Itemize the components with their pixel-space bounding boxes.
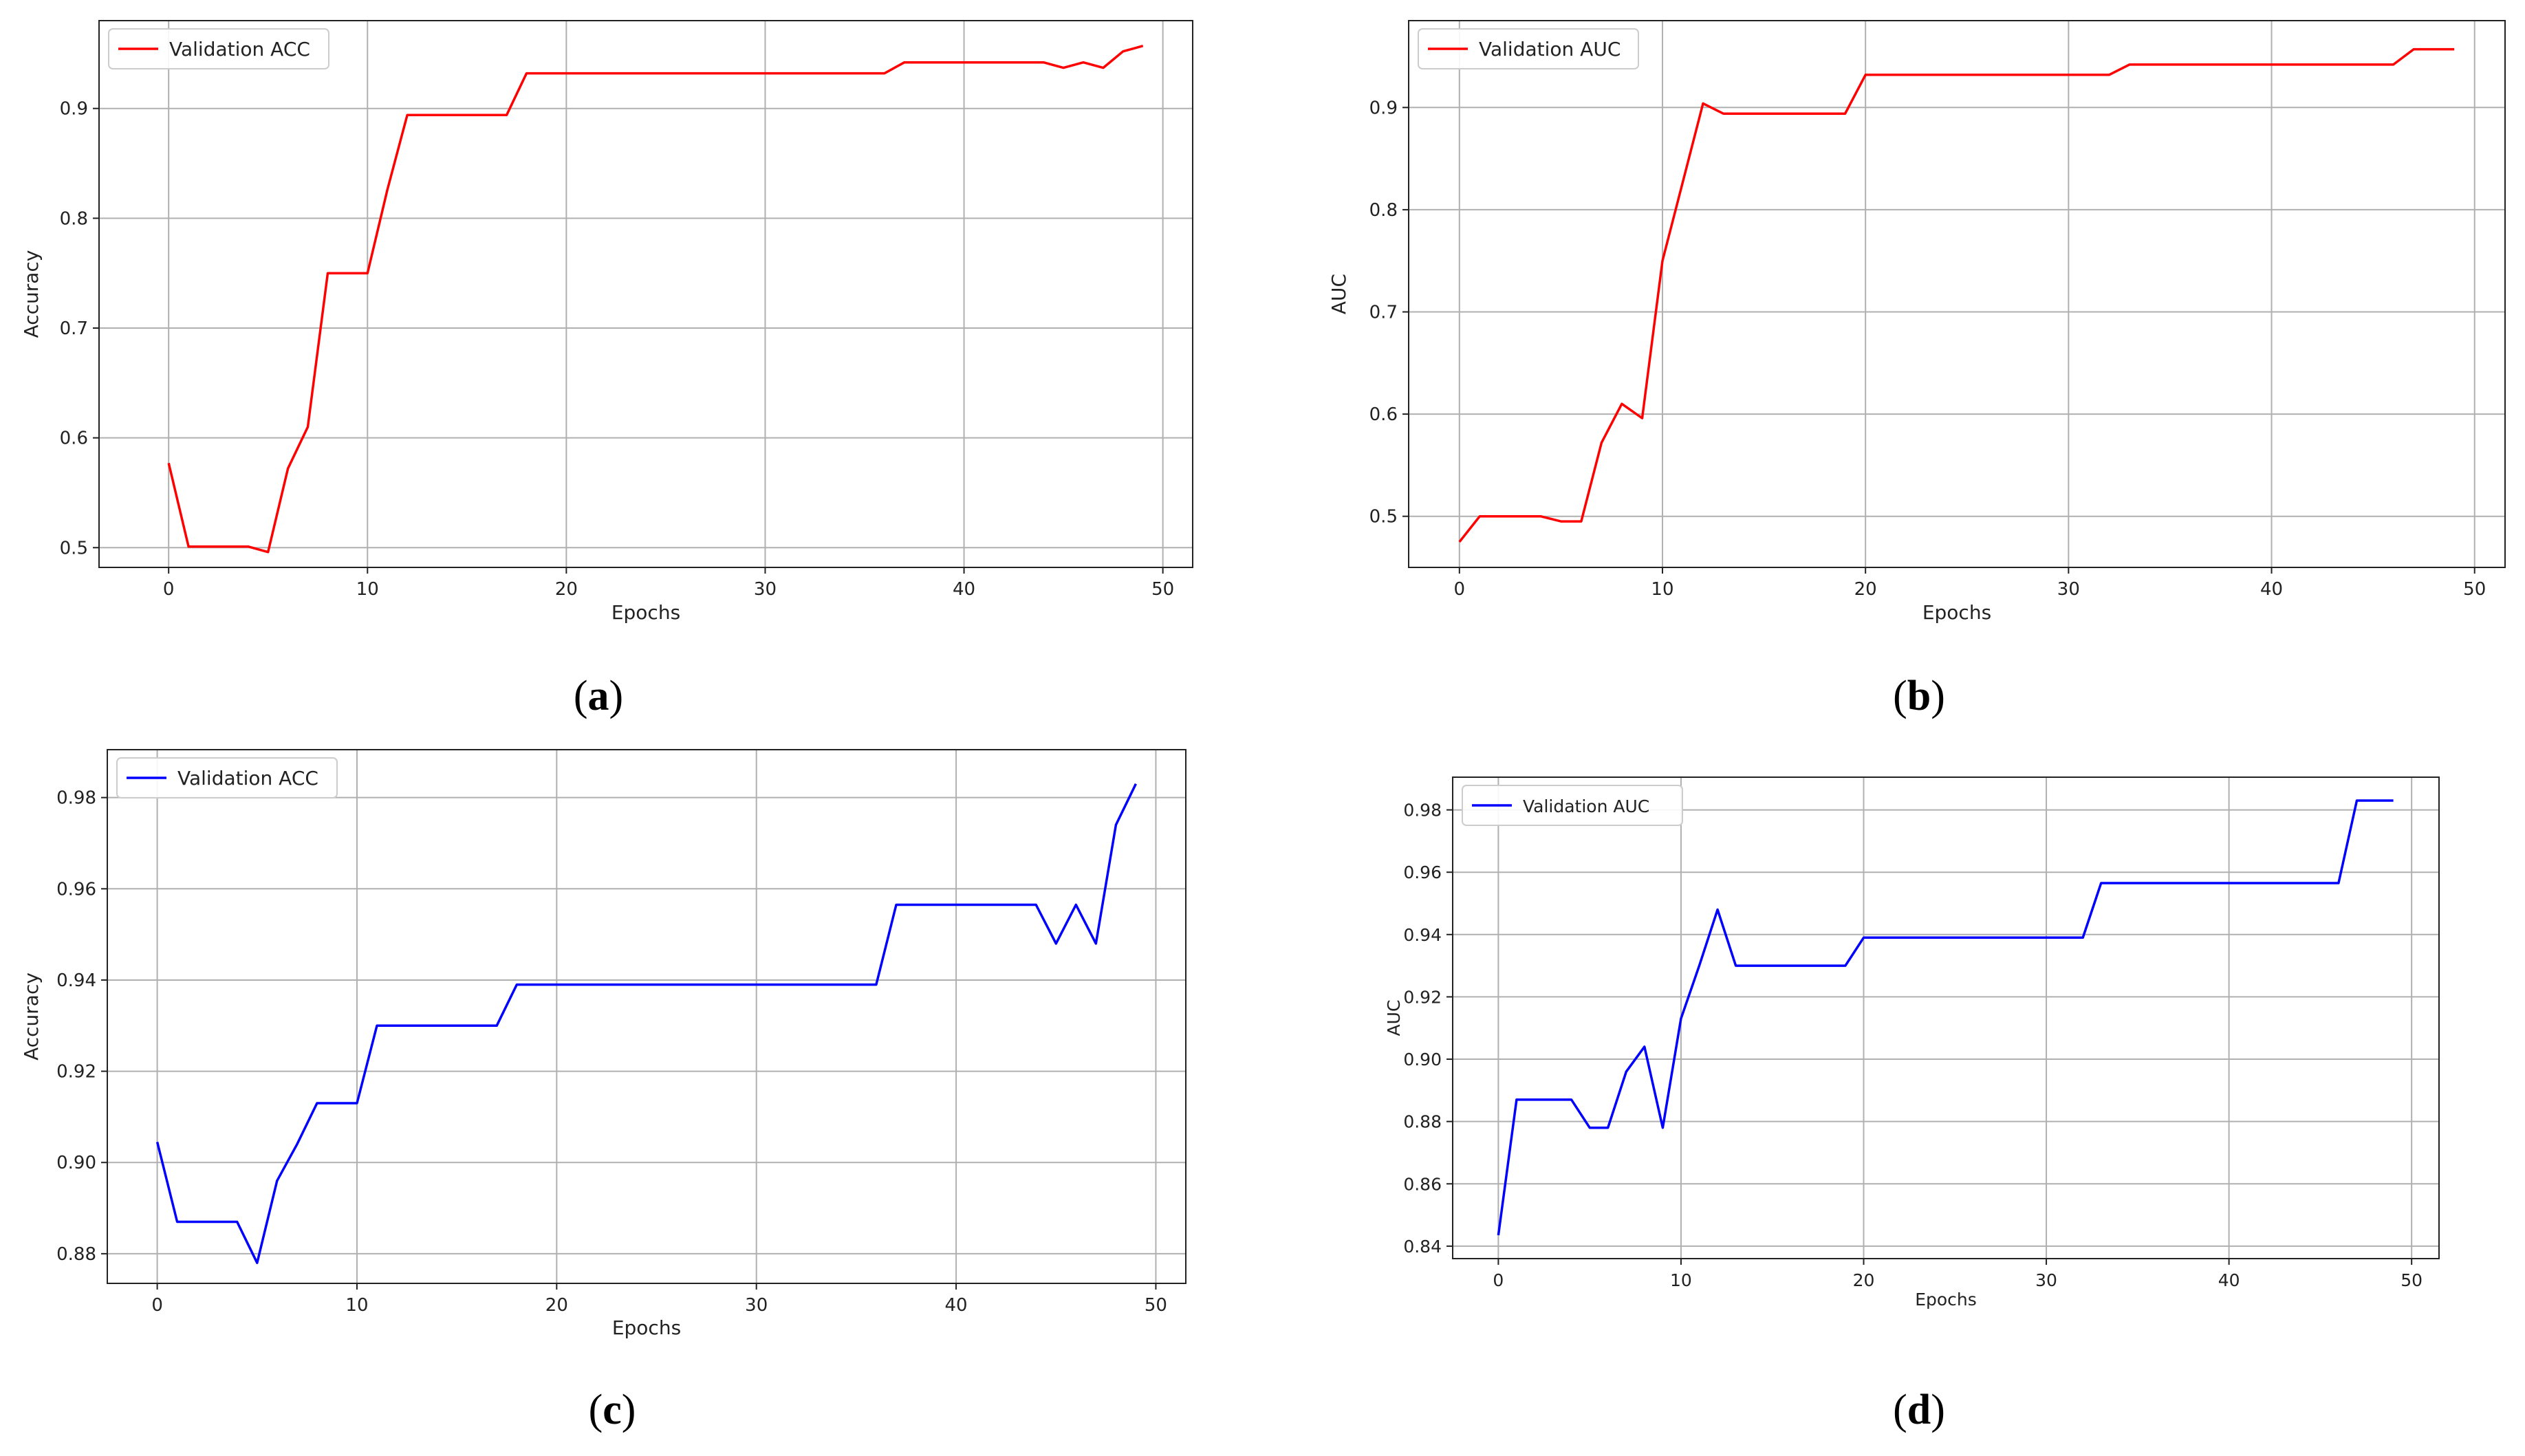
legend: Validation ACC <box>116 757 338 798</box>
x-tick-label: 40 <box>945 1295 968 1316</box>
x-axis-label: Epochs <box>1915 1290 1977 1310</box>
x-axis-label: Epochs <box>611 601 680 624</box>
legend: Validation AUC <box>1462 785 1683 826</box>
panel-label: (c) <box>589 1387 636 1433</box>
chart-panel-b: 0 10 20 30 40 50 0.5 0.6 0.7 0.8 0.9 Epochs AUC Valid… <box>1327 20 2506 719</box>
y-tick-label: 0.9 <box>1369 98 1398 118</box>
x-tick-label: 10 <box>1670 1270 1692 1290</box>
y-tick-label: 0.98 <box>56 788 96 809</box>
x-tick-label: 20 <box>555 579 578 600</box>
y-axis-label: AUC <box>1327 274 1350 314</box>
y-tick-label: 0.6 <box>60 428 88 449</box>
x-tick-label: 20 <box>545 1295 568 1316</box>
panel-label-close-paren: ) <box>1931 673 1945 719</box>
y-tick-label: 0.96 <box>56 879 96 900</box>
y-tick-label: 0.88 <box>1403 1112 1442 1132</box>
plot-frame <box>1452 776 2440 1259</box>
x-tick-label: 0 <box>163 579 175 600</box>
x-tick-label: 30 <box>754 579 777 600</box>
panel-label-letter: c <box>603 1387 622 1433</box>
y-axis-label: Accuracy <box>20 250 43 338</box>
legend-label: Validation AUC <box>1479 38 1621 61</box>
y-tick-label: 0.5 <box>60 538 88 558</box>
y-tick-label: 0.92 <box>1403 987 1442 1007</box>
plot-frame <box>1408 20 2506 568</box>
chart-panel-d: 0 10 20 30 40 50 0.84 0.86 0.88 0.90 0.92 0.94 0.96 0… <box>1384 776 2440 1433</box>
series-line-validation-acc <box>167 45 1144 554</box>
panel-label-close-paren: ) <box>622 1387 636 1433</box>
series-line-validation-auc <box>1458 47 2455 543</box>
legend-label: Validation AUC <box>1523 796 1649 816</box>
x-tick-label: 50 <box>1151 579 1174 600</box>
panel-label-open-paren: ( <box>1893 1387 1907 1433</box>
legend-box <box>1462 785 1683 826</box>
y-tick-label: 0.94 <box>56 970 96 991</box>
legend: Validation AUC <box>1418 28 1639 69</box>
series-line-validation-acc <box>155 783 1137 1264</box>
y-tick-label: 0.96 <box>1403 862 1442 882</box>
y-tick-label: 0.90 <box>56 1153 96 1173</box>
y-tick-label: 0.6 <box>1369 404 1398 425</box>
x-tick-label: 40 <box>953 579 975 600</box>
y-tick-label: 0.98 <box>1403 801 1442 821</box>
panel-label: (d) <box>1893 1387 1945 1433</box>
x-tick-label: 30 <box>2035 1270 2057 1290</box>
panel-label-open-paren: ( <box>1893 673 1907 719</box>
chart-panel-a: 0 10 20 30 40 50 0.5 0.6 0.7 0.8 0.9 Epochs Accuracy… <box>20 20 1193 719</box>
series-line-validation-auc <box>1497 799 2394 1236</box>
legend-box <box>1418 28 1639 69</box>
panel-label: (a) <box>574 673 623 719</box>
y-tick-label: 0.5 <box>1369 507 1398 528</box>
x-tick-label: 0 <box>1454 579 1466 600</box>
legend-box <box>116 757 338 798</box>
y-tick-label: 0.88 <box>56 1244 96 1265</box>
legend: Validation ACC <box>108 28 329 69</box>
x-tick-label: 50 <box>2463 579 2486 600</box>
y-tick-label: 0.8 <box>60 208 88 229</box>
x-tick-label: 30 <box>745 1295 768 1316</box>
panel-label-letter: d <box>1907 1387 1931 1433</box>
y-tick-label: 0.7 <box>60 318 88 339</box>
y-tick-label: 0.92 <box>56 1062 96 1083</box>
panel-label-close-paren: ) <box>1931 1387 1945 1433</box>
y-tick-label: 0.90 <box>1403 1050 1442 1069</box>
legend-label: Validation ACC <box>169 38 310 61</box>
y-tick-label: 0.8 <box>1369 200 1398 221</box>
y-tick-label: 0.7 <box>1369 303 1398 323</box>
panel-label-letter: b <box>1907 673 1931 719</box>
y-tick-label: 0.94 <box>1403 925 1442 945</box>
chart-panel-c: 0 10 20 30 40 50 0.88 0.90 0.92 0.94 0.96 0.98 Epoch… <box>20 749 1186 1433</box>
y-tick-label: 0.84 <box>1403 1237 1442 1257</box>
x-tick-label: 30 <box>2057 579 2080 600</box>
legend-label: Validation ACC <box>177 767 318 790</box>
x-tick-label: 40 <box>2218 1270 2240 1290</box>
x-tick-label: 40 <box>2260 579 2283 600</box>
x-tick-label: 50 <box>1145 1295 1167 1316</box>
y-axis-label: AUC <box>1384 1000 1404 1036</box>
x-axis-label: Epochs <box>612 1316 681 1339</box>
x-tick-label: 10 <box>356 579 379 600</box>
panel-label-open-paren: ( <box>589 1387 603 1433</box>
panel-label-open-paren: ( <box>574 673 588 719</box>
x-tick-label: 20 <box>1853 1270 1875 1290</box>
x-tick-label: 10 <box>345 1295 368 1316</box>
plot-frame <box>98 20 1193 568</box>
x-tick-label: 20 <box>1854 579 1877 600</box>
plot-frame <box>107 749 1186 1284</box>
y-tick-label: 0.86 <box>1403 1174 1442 1194</box>
y-axis-label: Accuracy <box>20 973 43 1061</box>
panel-label-letter: a <box>588 673 609 719</box>
legend-box <box>108 28 329 69</box>
panel-label-close-paren: ) <box>609 673 624 719</box>
x-tick-label: 0 <box>151 1295 163 1316</box>
y-tick-label: 0.9 <box>60 99 88 120</box>
panel-label: (b) <box>1893 673 1945 719</box>
x-tick-label: 0 <box>1493 1270 1504 1290</box>
x-axis-label: Epochs <box>1922 601 1991 624</box>
x-tick-label: 50 <box>2401 1270 2423 1290</box>
x-tick-label: 10 <box>1651 579 1673 600</box>
